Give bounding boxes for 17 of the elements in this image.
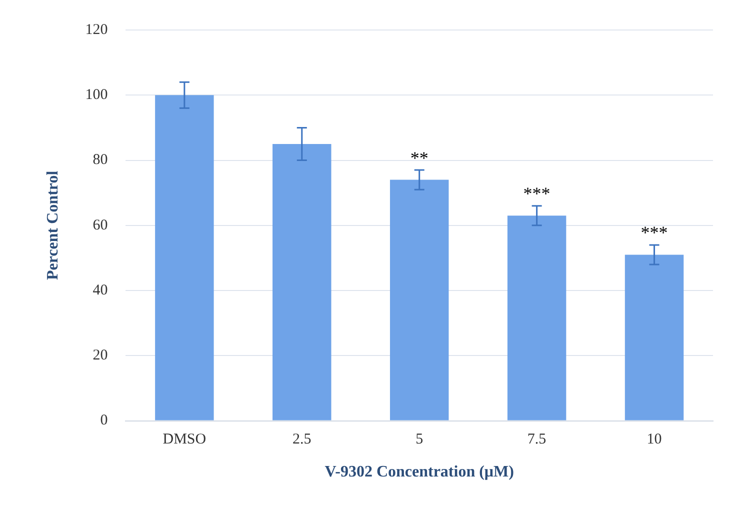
x-tick-label: 5 — [416, 432, 424, 448]
x-tick-label: 2.5 — [292, 432, 312, 448]
annotation: *** — [640, 222, 668, 243]
y-axis-title: Percent Control — [44, 170, 62, 280]
x-tick-label: DMSO — [162, 432, 206, 448]
annotation: ** — [410, 148, 428, 168]
y-tick-label: 100 — [85, 87, 108, 104]
y-tick-label: 60 — [92, 217, 108, 234]
x-tick-label: 7.5 — [527, 432, 546, 448]
annotation: *** — [523, 184, 550, 204]
x-axis-title: V-9302 Concentration (μM) — [324, 464, 514, 481]
x-tick-label: 10 — [646, 432, 662, 448]
y-tick-label: 20 — [92, 348, 108, 364]
y-tick-label: 0 — [100, 412, 108, 429]
y-tick-label: 80 — [92, 152, 108, 168]
y-tick-label: 120 — [85, 22, 108, 38]
y-tick-label: 40 — [92, 282, 108, 298]
